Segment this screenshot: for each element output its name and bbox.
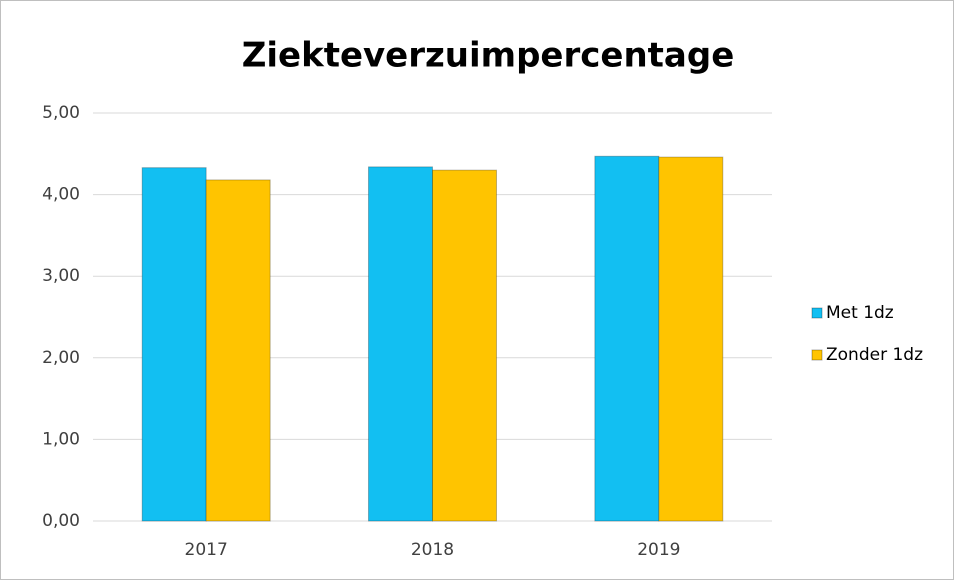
y-tick-label: 2,00 [42,348,80,368]
legend-label: Zonder 1dz [826,345,923,365]
x-tick-label: 2017 [185,540,228,560]
legend-swatch [811,349,823,361]
bar [205,179,271,522]
bar [432,169,497,522]
x-tick-label: 2019 [637,540,680,560]
bar [141,167,207,522]
y-tick-label: 3,00 [42,266,80,286]
bar [368,166,433,522]
bar [594,155,660,522]
x-tick-label: 2018 [411,540,454,560]
y-tick-label: 5,00 [42,103,80,123]
y-tick-label: 1,00 [42,429,80,449]
bar [658,156,724,522]
legend-label: Met 1dz [826,303,894,323]
legend-swatch [811,307,823,319]
y-tick-label: 4,00 [42,185,80,205]
y-tick-label: 0,00 [42,511,80,531]
chart-title: Ziekteverzuimpercentage [242,36,735,76]
